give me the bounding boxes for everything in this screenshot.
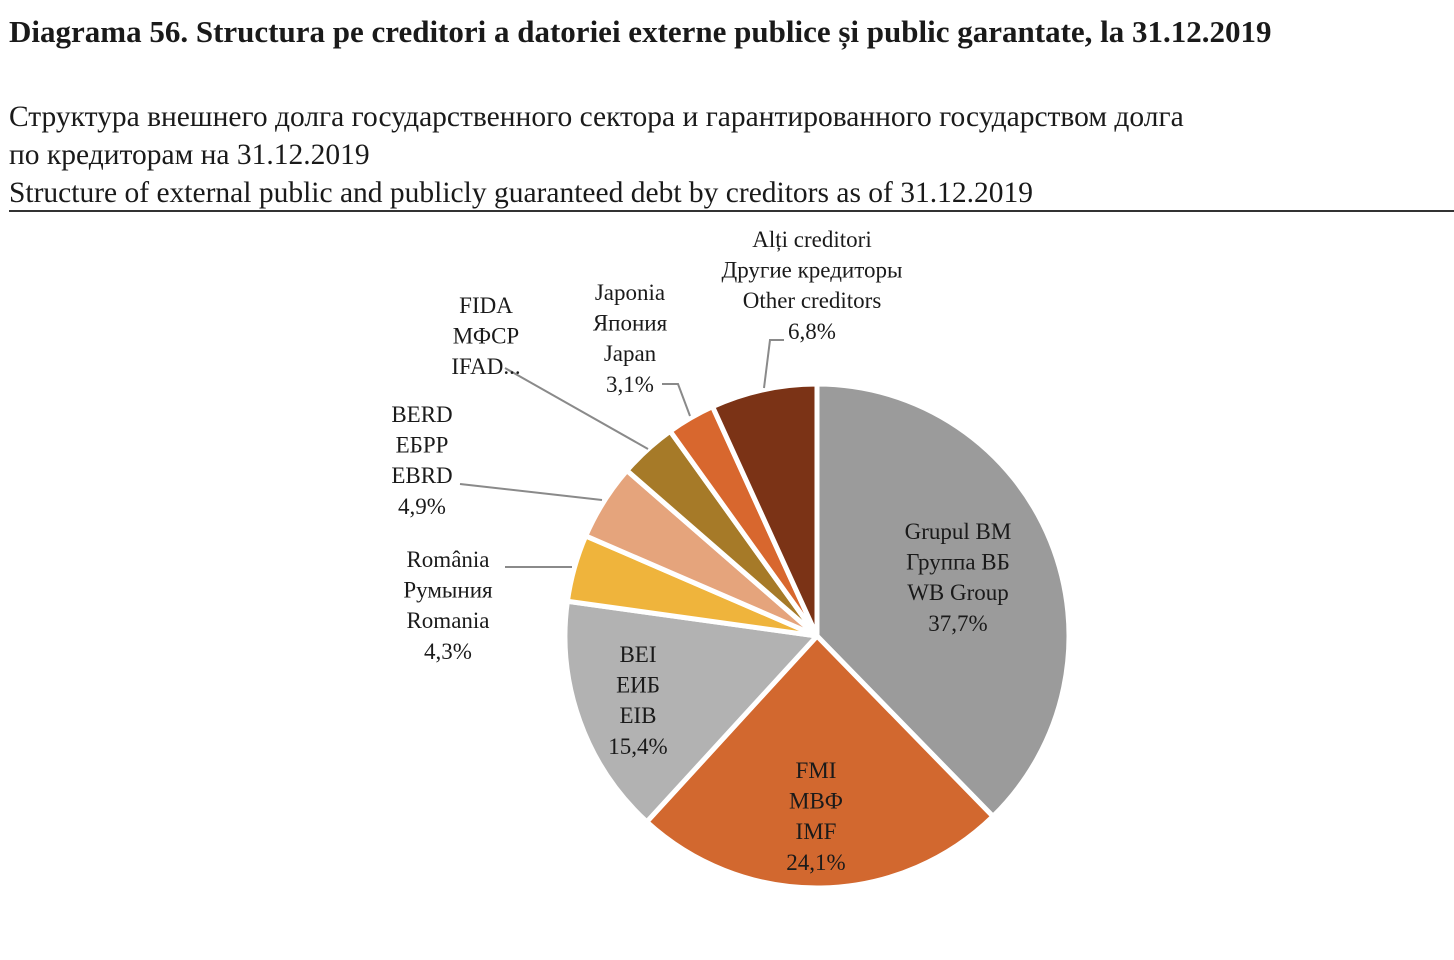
- data-label-value: 4,9%: [398, 494, 446, 519]
- data-label: WB Group: [907, 580, 1009, 605]
- data-label: IMF: [796, 819, 837, 844]
- data-label: Alți creditori: [752, 227, 871, 252]
- data-label: Romania: [406, 608, 489, 633]
- data-label: Japonia: [595, 280, 665, 305]
- data-label-value: 4,3%: [424, 639, 472, 664]
- chart-subtitle-ru-cont: по кредиторам на 31.12.2019: [9, 139, 370, 171]
- leader-line-ifad: [504, 367, 649, 450]
- data-label: BEI: [619, 642, 656, 667]
- pie-slice-eib: [562, 598, 820, 825]
- leader-line-japan: [662, 383, 691, 417]
- data-label: ЕБРР: [396, 433, 449, 458]
- pie-slice-imf: [644, 633, 996, 891]
- data-label-value: 15,4%: [608, 734, 667, 759]
- title-divider: [9, 210, 1454, 212]
- leader-line-ebrd: [459, 483, 603, 501]
- leader-line-other: [763, 339, 784, 389]
- pie-slice-other-creditors: [710, 381, 820, 639]
- data-label: IFAD...: [451, 354, 520, 379]
- data-label-value: 6,8%: [788, 319, 836, 344]
- data-label: Other creditors: [743, 288, 882, 313]
- pie-slice-wb-group: [814, 381, 1072, 819]
- data-label: Группа ВБ: [906, 550, 1010, 575]
- data-label: Grupul BM: [905, 519, 1012, 544]
- data-label-value: 37,7%: [928, 611, 987, 636]
- data-label: МФСР: [453, 324, 519, 349]
- data-label: Япония: [593, 311, 668, 336]
- data-label: МВФ: [789, 789, 843, 814]
- chart-subtitle-en: Structure of external public and publicl…: [9, 177, 1034, 209]
- data-label: BERD: [391, 402, 452, 427]
- data-label-value: 3,1%: [606, 372, 654, 397]
- data-label: EIB: [619, 703, 656, 728]
- data-label: ЕИБ: [616, 673, 660, 698]
- data-label: FIDA: [459, 293, 513, 318]
- data-label-value: 24,1%: [786, 850, 845, 875]
- data-label: Japan: [604, 341, 657, 366]
- data-label: FMI: [796, 758, 837, 783]
- data-label: Румыния: [403, 578, 493, 603]
- data-label: Другие кредиторы: [722, 258, 903, 283]
- data-label: EBRD: [391, 463, 452, 488]
- data-label: România: [406, 547, 489, 572]
- chart-subtitle-ru: Структура внешнего долга государственног…: [9, 101, 1184, 133]
- chart-title: Diagrama 56. Structura pe creditori a da…: [9, 14, 1272, 49]
